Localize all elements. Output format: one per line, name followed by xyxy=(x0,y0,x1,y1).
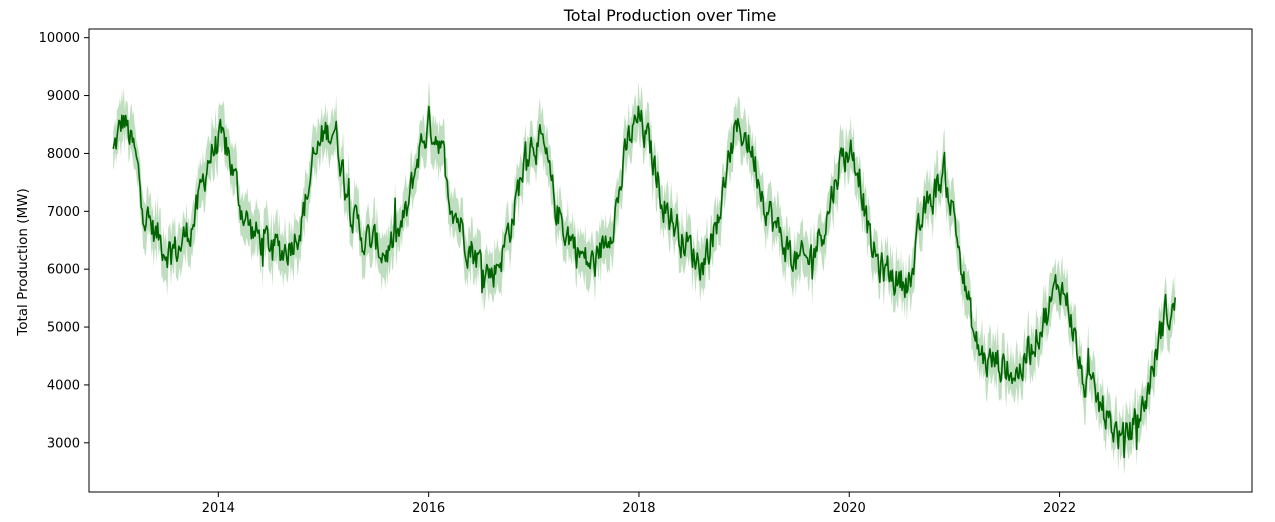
y-tick-label: 9000 xyxy=(47,89,80,104)
y-tick-label: 6000 xyxy=(47,263,80,278)
x-tick-label: 2018 xyxy=(622,501,655,516)
x-tick-label: 2022 xyxy=(1043,501,1076,516)
chart-title: Total Production over Time xyxy=(563,6,777,25)
y-tick-label: 7000 xyxy=(47,205,80,220)
y-tick-label: 10000 xyxy=(39,31,80,46)
plot-area xyxy=(112,79,1176,476)
y-axis: 3000 4000 5000 6000 7000 8000 9000 10000 xyxy=(39,31,89,451)
series-line xyxy=(112,105,1176,459)
y-tick-label: 8000 xyxy=(47,147,80,162)
y-tick-label: 5000 xyxy=(47,321,80,336)
y-axis-title: Total Production (MW) xyxy=(15,188,31,336)
x-tick-label: 2020 xyxy=(833,501,866,516)
x-tick-label: 2016 xyxy=(412,501,445,516)
y-tick-label: 3000 xyxy=(47,436,80,451)
x-tick-label: 2014 xyxy=(202,501,235,516)
plot-frame xyxy=(88,28,1253,493)
y-tick-label: 4000 xyxy=(47,378,80,393)
x-axis: 2014 2016 2018 2020 2022 xyxy=(202,492,1076,516)
